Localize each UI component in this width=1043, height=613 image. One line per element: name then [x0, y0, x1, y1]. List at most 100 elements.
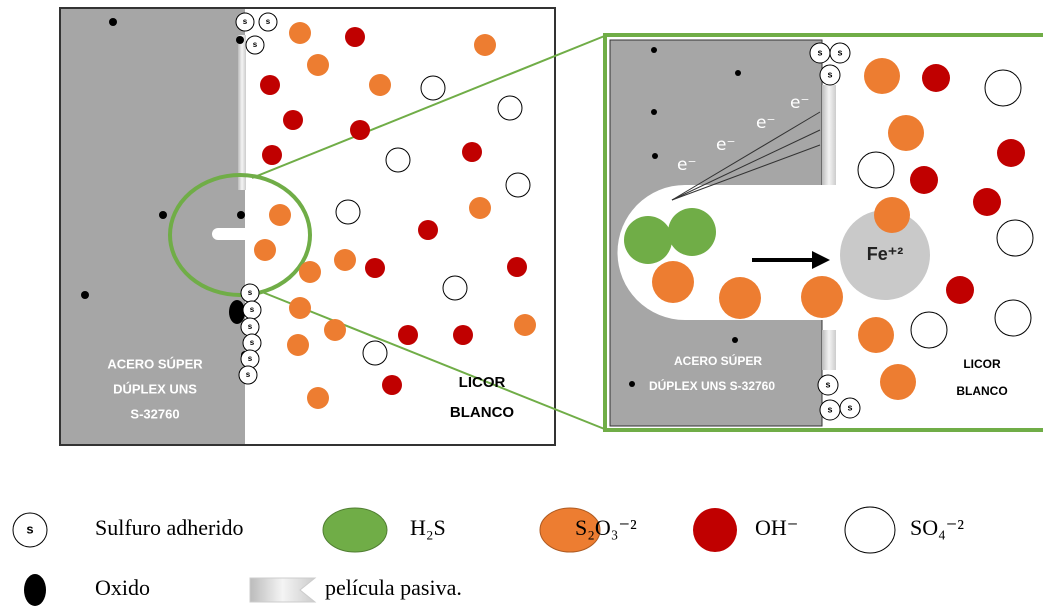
- sulfate: [985, 70, 1021, 106]
- thiosulfate: [801, 276, 843, 318]
- sulfate: [421, 76, 445, 100]
- passive-film: [822, 85, 836, 190]
- thiosulfate: [474, 34, 496, 56]
- steel-label: ACERO SÚPER: [674, 353, 762, 368]
- legend-label: OH⁻: [755, 515, 798, 540]
- sulfate: [363, 341, 387, 365]
- hydroxide: [262, 145, 282, 165]
- hydroxide: [946, 276, 974, 304]
- h2s: [668, 208, 716, 256]
- hydroxide: [997, 139, 1025, 167]
- oxide: [629, 381, 635, 387]
- legend-label: S₂O₃⁻²: [575, 515, 637, 540]
- oxide: [229, 300, 245, 324]
- oxide: [732, 337, 738, 343]
- legend-h2s: [323, 508, 387, 552]
- oxide: [651, 47, 657, 53]
- hydroxide: [260, 75, 280, 95]
- sulfide-symbol: s: [26, 521, 33, 536]
- diagram: ssssssssssssssssACERO SÚPERDÚPLEX UNSS-3…: [0, 0, 1043, 613]
- oxide: [236, 36, 244, 44]
- sulfate: [911, 312, 947, 348]
- steel-label: ACERO SÚPER: [107, 356, 203, 371]
- sulfide-symbol: s: [246, 370, 251, 379]
- oxide: [109, 18, 117, 26]
- sulfide-symbol: s: [266, 17, 271, 26]
- hydroxide: [345, 27, 365, 47]
- thiosulfate: [307, 54, 329, 76]
- sulfate: [506, 173, 530, 197]
- thiosulfate: [369, 74, 391, 96]
- sulfate: [498, 96, 522, 120]
- sulfate: [995, 300, 1031, 336]
- thiosulfate: [864, 58, 900, 94]
- hydroxide: [418, 220, 438, 240]
- hydroxide: [398, 325, 418, 345]
- sulfate: [336, 200, 360, 224]
- liquor-label: BLANCO: [956, 384, 1007, 398]
- steel-label: DÚPLEX UNS S-32760: [649, 378, 775, 393]
- hydroxide: [283, 110, 303, 130]
- thiosulfate: [254, 239, 276, 261]
- hydroxide: [453, 325, 473, 345]
- sulfate: [997, 220, 1033, 256]
- hydroxide: [507, 257, 527, 277]
- sulfide-symbol: s: [248, 288, 253, 297]
- thiosulfate: [880, 364, 916, 400]
- sulfide-symbol: s: [817, 47, 822, 57]
- thiosulfate: [299, 261, 321, 283]
- legend-oxide: [24, 574, 46, 606]
- thiosulfate: [289, 297, 311, 319]
- sulfate: [858, 152, 894, 188]
- hydroxide: [462, 142, 482, 162]
- legend-label: H₂S: [410, 515, 446, 540]
- hydroxide: [922, 64, 950, 92]
- iron-ion-label: Fe⁺²: [867, 244, 904, 264]
- oxide: [237, 211, 245, 219]
- legend-film: [250, 578, 315, 602]
- liquor-label: LICOR: [963, 357, 1001, 371]
- hydroxide: [365, 258, 385, 278]
- thiosulfate: [874, 197, 910, 233]
- sulfide-symbol: s: [243, 17, 248, 26]
- sulfide-symbol: s: [827, 69, 832, 79]
- sulfide-symbol: s: [825, 379, 830, 389]
- sulfate: [443, 276, 467, 300]
- thiosulfate: [334, 249, 356, 271]
- thiosulfate: [269, 204, 291, 226]
- sulfate: [386, 148, 410, 172]
- hydroxide: [350, 120, 370, 140]
- thiosulfate: [719, 277, 761, 319]
- electron: e⁻: [716, 135, 735, 155]
- sulfide-symbol: s: [248, 354, 253, 363]
- thiosulfate: [514, 314, 536, 336]
- sulfide-symbol: s: [847, 402, 852, 412]
- oxide: [81, 291, 89, 299]
- liquor-label: LICOR: [459, 374, 506, 391]
- oxide: [651, 109, 657, 115]
- passive-film: [238, 35, 246, 190]
- sulfide-symbol: s: [253, 40, 258, 49]
- thiosulfate: [287, 334, 309, 356]
- thiosulfate: [888, 115, 924, 151]
- steel-label: DÚPLEX UNS: [113, 381, 197, 396]
- oxide: [652, 153, 658, 159]
- hydroxide: [382, 375, 402, 395]
- electron: e⁻: [790, 93, 809, 113]
- sulfide-symbol: s: [250, 338, 255, 347]
- legend-label: SO₄⁻²: [910, 515, 964, 540]
- steel-label: S-32760: [130, 406, 179, 421]
- thiosulfate: [324, 319, 346, 341]
- legend-oh: [693, 508, 737, 552]
- sulfide-symbol: s: [837, 47, 842, 57]
- liquor-label: BLANCO: [450, 404, 514, 421]
- thiosulfate: [289, 22, 311, 44]
- sulfide-symbol: s: [827, 404, 832, 414]
- passive-film: [822, 330, 836, 370]
- hydroxide: [973, 188, 1001, 216]
- legend-label: Oxido: [95, 575, 150, 600]
- h2s: [624, 216, 672, 264]
- electron: e⁻: [756, 113, 775, 133]
- sulfide-symbol: s: [248, 322, 253, 331]
- thiosulfate: [469, 197, 491, 219]
